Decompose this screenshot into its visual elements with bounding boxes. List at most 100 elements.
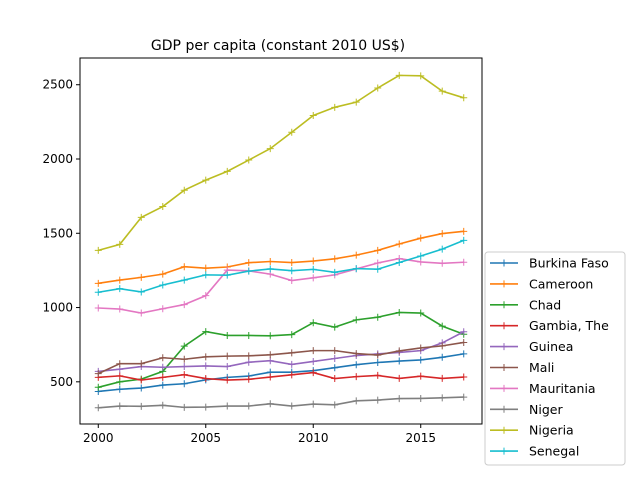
y-tick-label: 1000 (42, 301, 73, 315)
data-point-marker (352, 265, 360, 273)
legend-marker (500, 364, 508, 371)
series-lines (94, 71, 468, 412)
data-point-marker (116, 402, 124, 410)
data-point-marker (202, 176, 210, 184)
legend-marker (500, 343, 508, 351)
data-point-marker (159, 381, 167, 389)
legend-label: Senegal (529, 444, 579, 459)
data-point-marker (352, 373, 360, 381)
data-point-marker (202, 403, 210, 411)
data-point-marker (331, 103, 339, 111)
data-point-marker (352, 316, 360, 324)
y-tick-label: 2000 (42, 152, 73, 166)
data-point-marker (180, 263, 188, 271)
data-point-marker (180, 301, 188, 309)
data-point-marker (460, 373, 468, 381)
legend-label: Burkina Faso (529, 256, 609, 271)
data-point-marker (309, 319, 317, 327)
data-point-marker (137, 376, 145, 384)
data-point-marker (395, 308, 403, 316)
series-chad (94, 308, 468, 391)
data-point-marker (116, 240, 124, 248)
data-point-marker (180, 342, 188, 350)
data-point-marker (159, 363, 167, 371)
data-point-marker (417, 372, 425, 380)
data-point-marker (94, 404, 102, 412)
legend-label: Mauritania (529, 381, 596, 396)
data-point-marker (395, 240, 403, 248)
data-point-marker (180, 371, 188, 379)
data-point-marker (180, 276, 188, 284)
data-point-marker (460, 236, 468, 244)
data-point-marker (309, 347, 317, 355)
data-point-marker (223, 331, 231, 339)
series-line (98, 239, 465, 294)
data-point-marker (223, 271, 231, 279)
data-point-marker (137, 309, 145, 317)
data-point-marker (159, 354, 167, 362)
y-tick-label: 2500 (42, 78, 73, 92)
legend-label: Cameroon (529, 276, 593, 291)
data-point-marker (331, 268, 339, 276)
data-point-marker (116, 378, 124, 386)
data-point-marker (116, 276, 124, 284)
data-point-marker (352, 350, 360, 358)
legend-marker (500, 426, 508, 434)
legend-label: Chad (529, 297, 561, 312)
series-niger (94, 393, 468, 412)
data-point-marker (180, 355, 188, 363)
data-point-marker (94, 279, 102, 287)
data-point-marker (417, 309, 425, 317)
legend-label: Mali (529, 360, 554, 375)
data-point-marker (374, 396, 382, 404)
data-point-marker (288, 277, 296, 285)
data-point-marker (266, 257, 274, 265)
data-point-marker (94, 288, 102, 296)
series-line (98, 331, 465, 373)
data-point-marker (331, 347, 339, 355)
data-point-marker (331, 323, 339, 331)
legend-marker (500, 280, 508, 288)
data-point-marker (374, 246, 382, 254)
data-point-marker (352, 251, 360, 259)
data-point-marker (374, 265, 382, 273)
data-point-marker (331, 255, 339, 263)
data-point-marker (116, 305, 124, 313)
data-point-marker (374, 84, 382, 92)
data-point-marker (245, 358, 253, 366)
data-point-marker (374, 371, 382, 379)
legend-item: Mauritania (490, 381, 596, 396)
data-point-marker (288, 267, 296, 275)
x-tick-label: 2010 (298, 431, 329, 445)
data-point-marker (223, 167, 231, 175)
data-point-marker (94, 370, 102, 378)
legend-marker (500, 301, 508, 309)
data-point-marker (159, 203, 167, 211)
data-point-marker (331, 364, 339, 372)
legend-marker (500, 447, 508, 455)
legend-item: Mali (490, 360, 554, 375)
data-point-marker (180, 380, 188, 388)
data-point-marker (137, 402, 145, 410)
data-point-marker (417, 234, 425, 242)
data-point-marker (460, 393, 468, 401)
data-point-marker (202, 271, 210, 279)
data-point-marker (223, 402, 231, 410)
data-point-marker (288, 331, 296, 339)
series-mali (94, 338, 468, 378)
data-point-marker (438, 374, 446, 382)
data-point-marker (460, 227, 468, 235)
legend-box (484, 251, 626, 466)
data-point-marker (266, 357, 274, 365)
series-line (98, 257, 464, 314)
data-point-marker (395, 259, 403, 267)
series-line (98, 371, 464, 381)
data-point-marker (395, 347, 403, 355)
data-point-marker (245, 331, 253, 339)
series-line (98, 396, 464, 409)
data-point-marker (288, 128, 296, 136)
legend-marker (500, 384, 508, 392)
data-point-marker (352, 98, 360, 106)
